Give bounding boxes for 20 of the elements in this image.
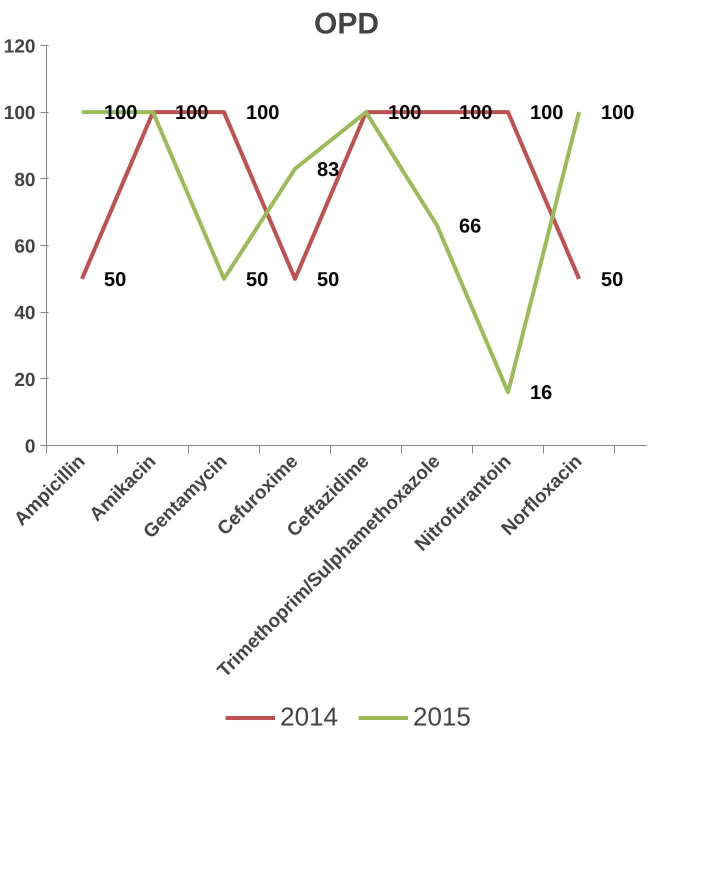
y-tick-label: 100	[4, 103, 36, 124]
chart-title: OPD	[314, 8, 380, 40]
data-label: 66	[459, 216, 482, 238]
data-label: 50	[601, 268, 624, 291]
data-label: 50	[246, 268, 268, 291]
y-tick-label: 80	[14, 170, 36, 191]
y-tick-label: 120	[4, 36, 36, 58]
data-label: 83	[317, 158, 340, 181]
data-label: 50	[317, 268, 340, 291]
data-label: 50	[104, 268, 126, 291]
data-label: 100	[246, 102, 280, 124]
legend-label: 2014	[280, 702, 338, 732]
y-tick-label: 0	[24, 436, 36, 458]
y-tick-label: 20	[14, 370, 36, 391]
y-tick-label: 60	[14, 236, 36, 258]
data-label: 16	[530, 382, 552, 404]
legend-label: 2015	[413, 702, 471, 732]
y-tick-label: 40	[14, 303, 36, 324]
data-label: 100	[601, 102, 634, 124]
data-label: 100	[530, 102, 564, 124]
